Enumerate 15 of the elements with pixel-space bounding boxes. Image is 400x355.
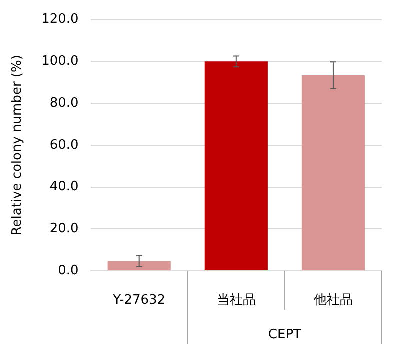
- y-tick-label: 100.0: [42, 54, 79, 70]
- x-tick-label: 当社品: [216, 293, 256, 308]
- y-axis-title: Relative colony number (%): [10, 55, 26, 236]
- bar: [302, 75, 366, 270]
- y-tick-label: 120.0: [42, 12, 79, 28]
- bar: [204, 62, 268, 270]
- y-tick-label: 20.0: [50, 222, 79, 237]
- x-tick-label: 他社品: [314, 293, 353, 308]
- y-tick-label: 60.0: [50, 138, 79, 153]
- text: CEPT: [268, 327, 302, 342]
- y-tick-label: 0.0: [58, 263, 79, 278]
- y-tick-label: 40.0: [50, 180, 79, 195]
- x-tick-label: Y-27632: [112, 293, 166, 308]
- bar: [108, 261, 171, 270]
- y-tick-label: 80.0: [50, 96, 79, 111]
